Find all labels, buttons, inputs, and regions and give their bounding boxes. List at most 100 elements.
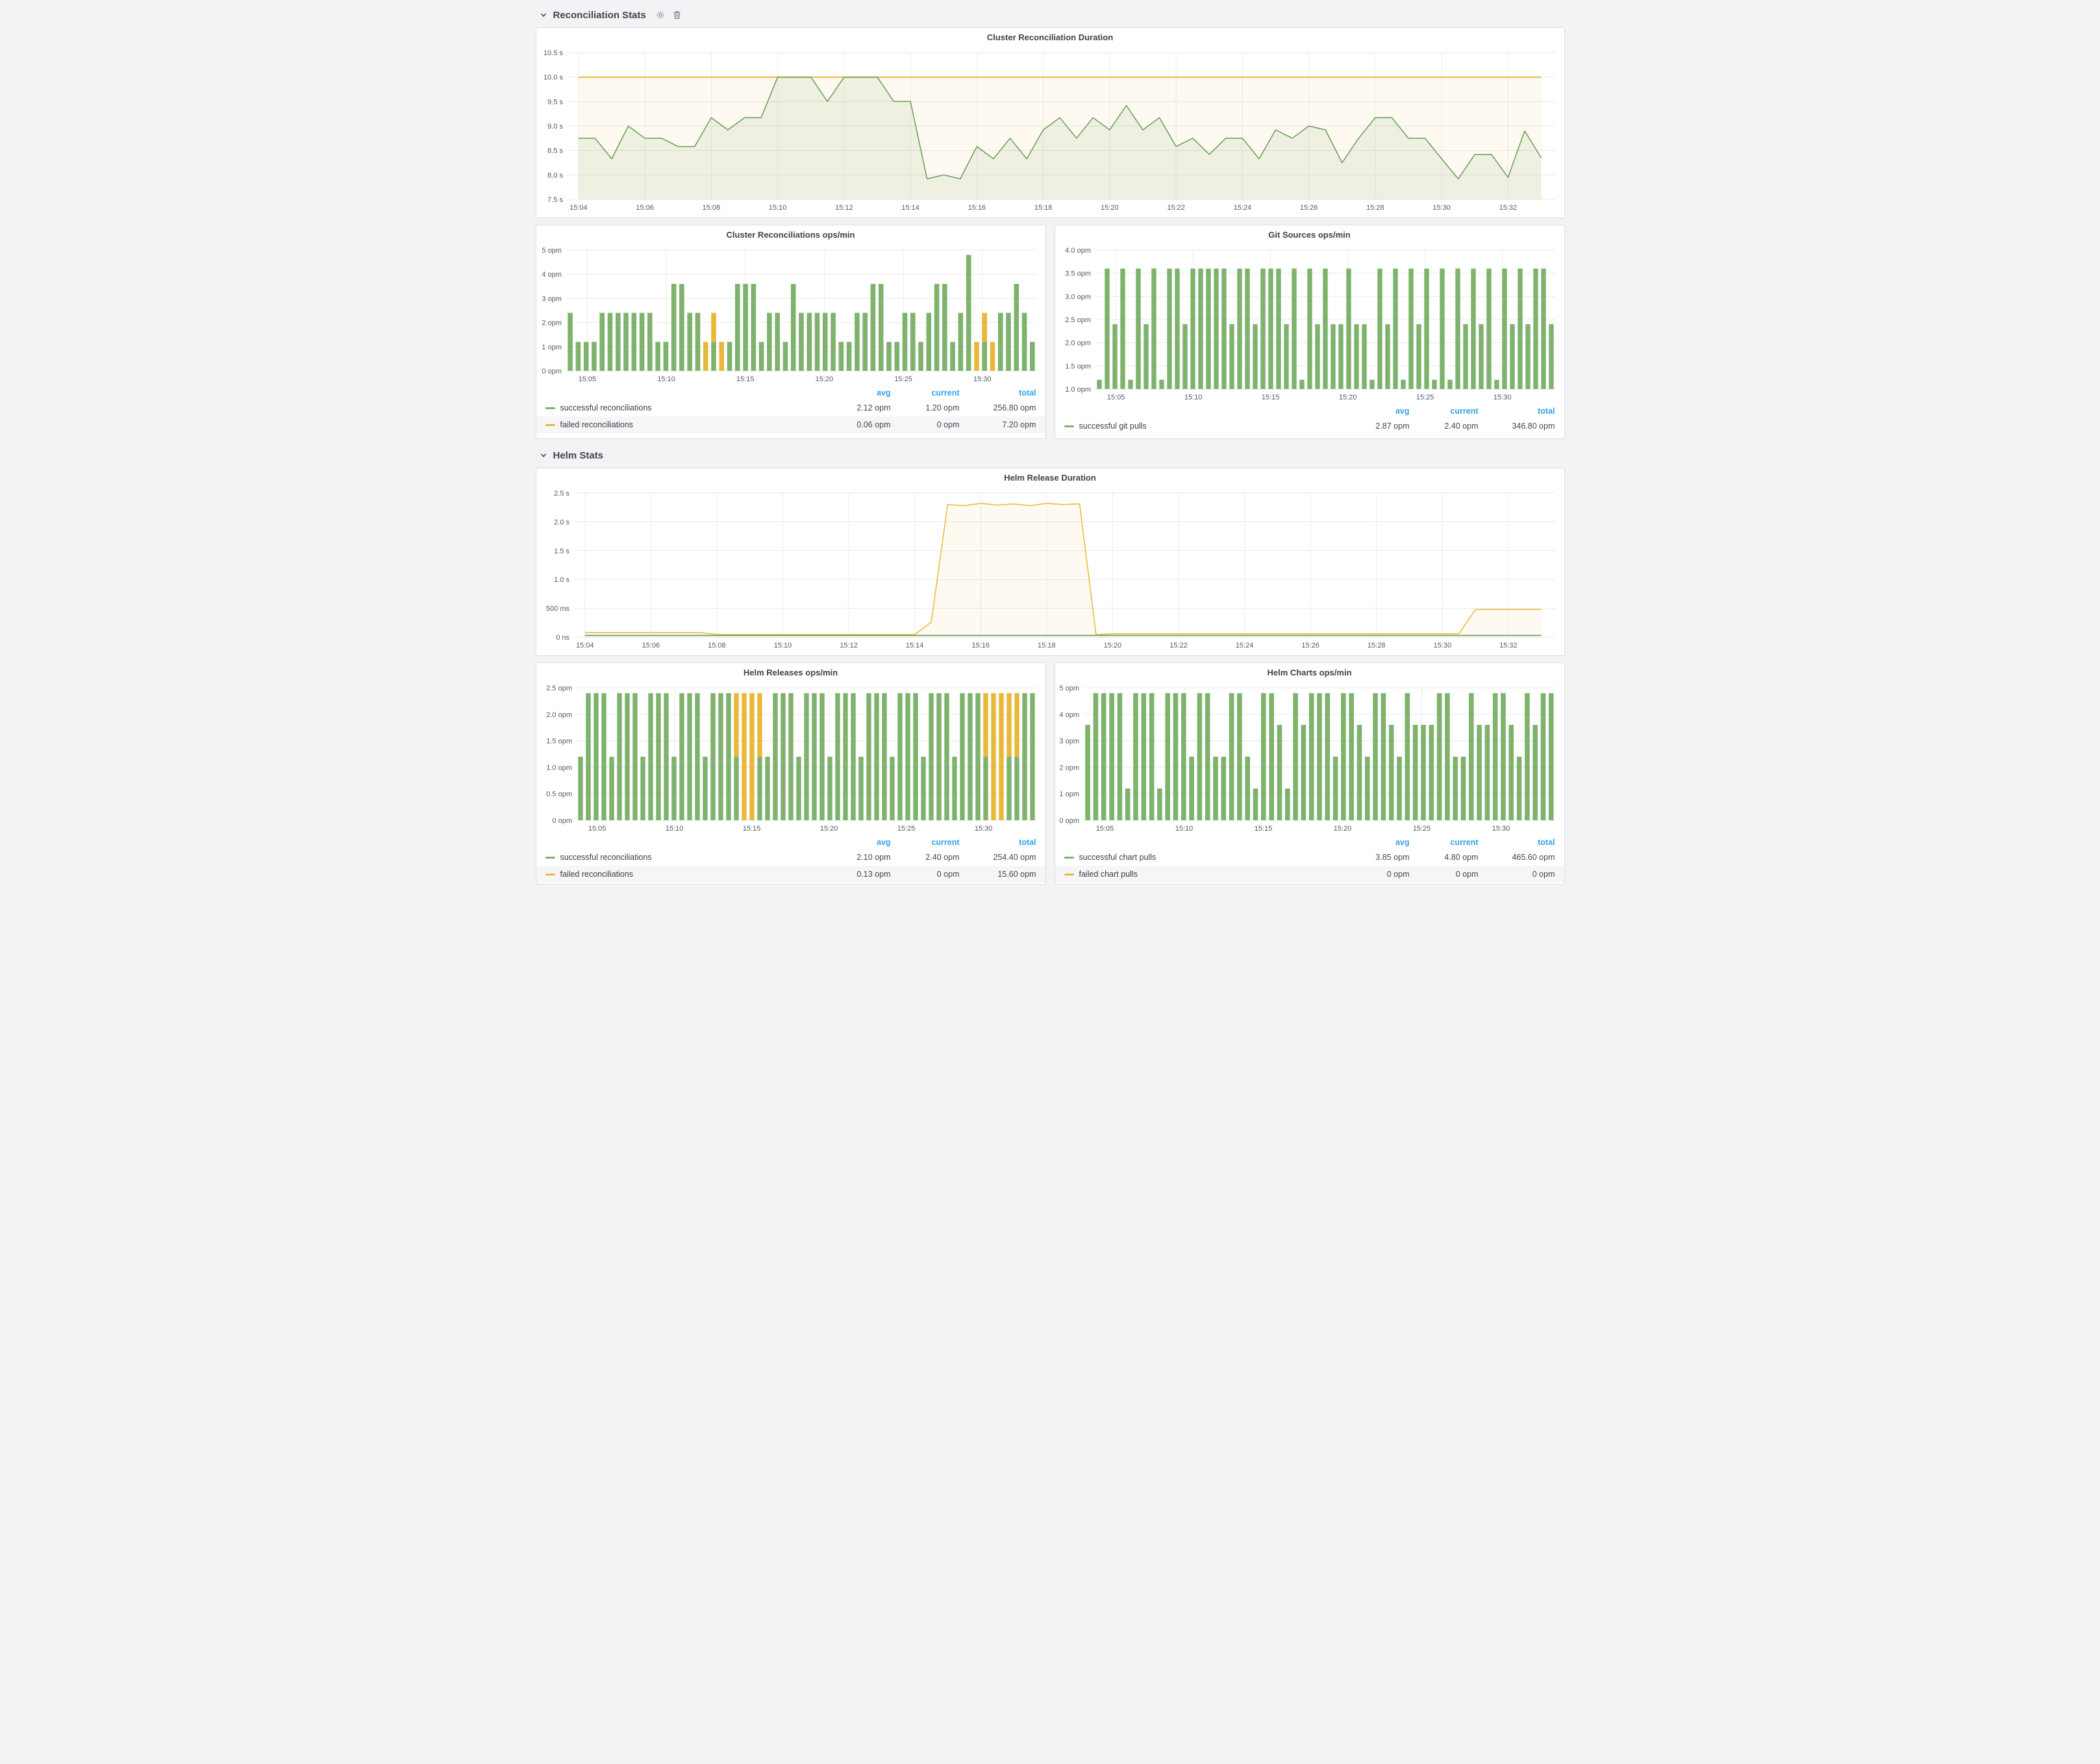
helm-releases-opm-chart[interactable]: 0 opm 0.5 opm 1.0 opm 1.5 opm 2.0 opm 2.5 opm… <box>536 683 1045 835</box>
svg-text:4 opm: 4 opm <box>1059 711 1079 719</box>
helm-charts-opm-chart[interactable]: 0 opm 1 opm 2 opm 3 opm 4 opm 5 opm 15:05 15:10… <box>1055 683 1564 835</box>
svg-text:8.0 s: 8.0 s <box>547 171 563 179</box>
svg-text:5 opm: 5 opm <box>542 247 562 255</box>
legend-current-value: 2.40 opm <box>1444 422 1479 431</box>
svg-text:15:16: 15:16 <box>971 642 990 649</box>
svg-text:15:24: 15:24 <box>1235 642 1253 649</box>
svg-text:15:06: 15:06 <box>642 642 660 649</box>
svg-text:15:18: 15:18 <box>1038 642 1056 649</box>
panel-title[interactable]: Cluster Reconciliations ops/min <box>726 230 855 240</box>
svg-text:15:10: 15:10 <box>768 204 786 212</box>
panel-title[interactable]: Helm Release Duration <box>1004 473 1096 483</box>
svg-text:15:20: 15:20 <box>1103 642 1121 649</box>
legend-label[interactable]: failed reconciliations <box>560 870 634 879</box>
legend-header-current[interactable]: current <box>931 388 960 397</box>
chevron-down-icon[interactable] <box>540 11 547 19</box>
svg-text:15:05: 15:05 <box>578 375 596 383</box>
legend-total-value: 465.60 opm <box>1512 853 1555 862</box>
legend-label[interactable]: failed reconciliations <box>560 420 634 429</box>
legend-label[interactable]: successful git pulls <box>1079 422 1147 431</box>
svg-text:3 opm: 3 opm <box>1059 738 1079 746</box>
svg-text:15:25: 15:25 <box>897 825 915 833</box>
svg-text:4.0 opm: 4.0 opm <box>1065 247 1091 255</box>
svg-text:0 opm: 0 opm <box>542 368 562 375</box>
legend-current-value: 0 opm <box>936 420 960 429</box>
legend-row-failed-chart-pulls: failed chart pulls 0 opm 0 opm 0 opm <box>1055 866 1564 883</box>
legend: avg current total successful git pulls 2… <box>1055 405 1564 435</box>
svg-text:7.5 s: 7.5 s <box>547 196 563 204</box>
svg-text:15:15: 15:15 <box>742 825 760 833</box>
legend-avg-value: 2.12 opm <box>856 403 891 412</box>
section-header-reconciliation-stats[interactable]: Reconciliation Stats <box>536 5 1565 25</box>
panel-helm-releases-opm: Helm Releases ops/min 0 opm 0.5 opm 1.0 op… <box>535 662 1046 885</box>
svg-text:15:20: 15:20 <box>1338 394 1356 401</box>
cluster-reconciliations-opm-chart[interactable]: 0 opm 1 opm 2 opm 3 opm 4 opm 5 opm 15:05 15:10… <box>536 245 1045 385</box>
svg-text:15:30: 15:30 <box>1433 642 1451 649</box>
svg-text:15:15: 15:15 <box>736 375 754 383</box>
legend-header-total[interactable]: total <box>1019 838 1036 847</box>
svg-text:15:10: 15:10 <box>665 825 683 833</box>
series-color-dash <box>545 407 555 409</box>
legend-header-total[interactable]: total <box>1538 407 1555 416</box>
svg-text:15:32: 15:32 <box>1499 204 1517 212</box>
legend-avg-value: 0.06 opm <box>856 420 891 429</box>
svg-text:2.5 opm: 2.5 opm <box>546 685 572 692</box>
helm-release-duration-chart[interactable]: 0 ns 500 ms 1.0 s 1.5 s 2.0 s 2.5 s 15:04 15:06… <box>536 488 1564 651</box>
legend-header-current[interactable]: current <box>1450 407 1479 416</box>
legend-current-value: 0 opm <box>1455 870 1479 879</box>
svg-text:15:26: 15:26 <box>1299 204 1318 212</box>
legend-label[interactable]: failed chart pulls <box>1079 870 1138 879</box>
panel-title[interactable]: Git Sources ops/min <box>1268 230 1351 240</box>
svg-text:15:18: 15:18 <box>1034 204 1052 212</box>
svg-text:15:20: 15:20 <box>819 825 838 833</box>
panel-cluster-reconciliation-duration: Cluster Reconciliation Duration 7.5 s 8.0… <box>535 27 1565 218</box>
svg-text:15:15: 15:15 <box>1261 394 1279 401</box>
svg-text:1.5 opm: 1.5 opm <box>546 738 572 746</box>
svg-text:15:12: 15:12 <box>840 642 858 649</box>
section-title[interactable]: Helm Stats <box>553 449 604 461</box>
svg-text:15:12: 15:12 <box>835 204 853 212</box>
svg-text:15:26: 15:26 <box>1301 642 1319 649</box>
panel-title[interactable]: Helm Releases ops/min <box>743 668 838 677</box>
legend-avg-value: 2.87 opm <box>1375 422 1410 431</box>
panel-title[interactable]: Helm Charts ops/min <box>1267 668 1352 677</box>
panel-helm-release-duration: Helm Release Duration 0 ns 500 ms 1.0 s 1.5… <box>535 468 1565 656</box>
svg-text:0 opm: 0 opm <box>1059 817 1079 825</box>
legend-label[interactable]: successful reconciliations <box>560 403 652 412</box>
legend-header-avg[interactable]: avg <box>1395 838 1410 847</box>
legend-current-value: 2.40 opm <box>925 853 960 862</box>
legend-header-total[interactable]: total <box>1538 838 1555 847</box>
legend-avg-value: 2.10 opm <box>856 853 891 862</box>
svg-text:2.0 s: 2.0 s <box>554 518 569 526</box>
legend-label[interactable]: successful reconciliations <box>560 853 652 862</box>
svg-text:15:04: 15:04 <box>569 204 588 212</box>
legend-header-avg[interactable]: avg <box>1395 407 1410 416</box>
legend-header-current[interactable]: current <box>1450 838 1479 847</box>
chevron-down-icon[interactable] <box>540 451 547 459</box>
legend-header-avg[interactable]: avg <box>876 388 891 397</box>
cluster-reconciliation-duration-chart[interactable]: 7.5 s 8.0 s 8.5 s 9.0 s 9.5 s 10.0 s 10.5 s 15:… <box>536 47 1564 214</box>
legend-current-value: 1.20 opm <box>925 403 960 412</box>
svg-text:10.0 s: 10.0 s <box>544 74 563 82</box>
legend-header-current[interactable]: current <box>931 838 960 847</box>
legend-label[interactable]: successful chart pulls <box>1079 853 1156 862</box>
svg-text:15:15: 15:15 <box>1254 825 1272 833</box>
panel-cluster-reconciliations-opm: Cluster Reconciliations ops/min 0 opm 1 o… <box>535 225 1046 439</box>
svg-text:15:14: 15:14 <box>901 204 919 212</box>
panel-title[interactable]: Cluster Reconciliation Duration <box>986 32 1114 42</box>
trash-icon[interactable] <box>673 10 681 19</box>
svg-text:2.0 opm: 2.0 opm <box>1065 340 1091 347</box>
svg-text:15:08: 15:08 <box>702 204 720 212</box>
svg-text:15:30: 15:30 <box>973 375 992 383</box>
section-title[interactable]: Reconciliation Stats <box>553 9 646 21</box>
series-color-dash <box>545 423 555 426</box>
legend-avg-value: 0.13 opm <box>856 870 891 879</box>
legend-total-value: 254.40 opm <box>993 853 1036 862</box>
section-header-helm-stats[interactable]: Helm Stats <box>536 446 1565 465</box>
svg-text:15:05: 15:05 <box>1106 394 1125 401</box>
legend-header-total[interactable]: total <box>1019 388 1036 397</box>
gear-icon[interactable] <box>656 10 665 19</box>
legend-header-avg[interactable]: avg <box>876 838 891 847</box>
git-sources-opm-chart[interactable]: 1.0 opm 1.5 opm 2.0 opm 2.5 opm 3.0 opm 3.5 o… <box>1055 245 1564 403</box>
svg-text:2.5 opm: 2.5 opm <box>1065 316 1091 324</box>
